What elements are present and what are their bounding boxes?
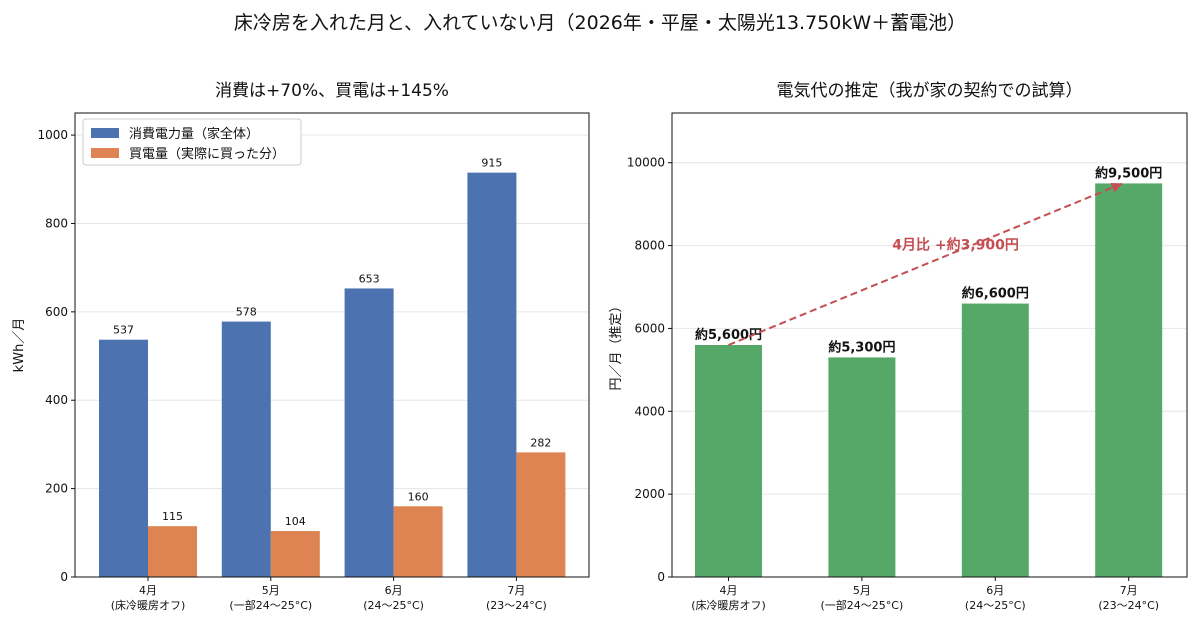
chart2-data-label: 約5,300円 — [828, 339, 895, 355]
chart1-xtick-label: 5月 — [262, 584, 280, 597]
chart2-xtick-sublabel: (23〜24°C) — [1098, 599, 1159, 612]
chart1-data-label: 537 — [113, 324, 134, 337]
chart1-legend-swatch — [91, 148, 119, 158]
chart1-bar — [221, 321, 271, 577]
chart1-ylabel: kWh／月 — [12, 318, 27, 373]
chart1-bar — [99, 339, 148, 577]
page-title: 床冷房を入れた月と、入れていない月（2026年・平屋・太陽光13.750kW＋蓄… — [233, 12, 967, 34]
chart1-frame — [74, 112, 590, 578]
chart1-legend — [82, 118, 302, 166]
chart2-ytick-label: 2000 — [634, 487, 665, 501]
chart1-data-label: 915 — [481, 157, 502, 170]
chart2-xtick-label: 4月 — [720, 584, 738, 597]
chart1-ytick-label: 200 — [45, 482, 68, 496]
chart2-bar — [1095, 183, 1163, 577]
chart1-bar — [148, 526, 197, 577]
chart1-ytick-label: 400 — [45, 393, 68, 407]
chart2-ylabel: 円／月（推定） — [609, 299, 624, 390]
chart1-data-label: 104 — [285, 515, 306, 528]
chart1-xtick-sublabel: (24〜25°C) — [363, 599, 424, 612]
chart2-xtick-label: 7月 — [1120, 584, 1138, 597]
chart2-annotation-label: 4月比 +約3,900円 — [892, 237, 1019, 254]
chart1-bar — [467, 172, 517, 577]
chart1-ytick-label: 0 — [60, 570, 68, 584]
chart2-ytick-label: 4000 — [634, 404, 665, 418]
chart2-xtick-sublabel: (24〜25°C) — [965, 599, 1026, 612]
chart2-ytick-label: 0 — [657, 570, 665, 584]
chart1-ytick-label: 800 — [45, 216, 68, 230]
chart1-data-label: 282 — [530, 436, 551, 449]
chart2-bar — [695, 345, 762, 577]
chart2-ytick-label: 6000 — [634, 321, 665, 335]
chart2-xtick-label: 5月 — [853, 584, 871, 597]
chart1-xtick-label: 7月 — [507, 584, 525, 597]
chart2-annotation-arrow-line — [728, 182, 1124, 346]
chart1-bar — [270, 531, 320, 577]
chart1-bar — [344, 288, 394, 577]
chart1-data-label: 653 — [359, 272, 380, 285]
chart1-ytick-label: 600 — [45, 305, 68, 319]
chart2-annotation-arrow-head — [1110, 182, 1123, 193]
chart2-ytick-label: 8000 — [634, 239, 665, 253]
chart1-xtick-sublabel: (床冷暖房オフ) — [111, 598, 186, 612]
chart1-data-label: 160 — [408, 490, 429, 503]
chart1-ytick-label: 1000 — [37, 128, 68, 142]
chart2-data-label: 約6,600円 — [962, 286, 1029, 302]
chart1-legend-label: 消費電力量（家全体） — [129, 126, 259, 142]
chart1-xtick-sublabel: (23〜24°C) — [486, 599, 547, 612]
chart2-title: 電気代の推定（我が家の契約での試算） — [777, 81, 1083, 101]
chart2-xtick-label: 6月 — [986, 584, 1004, 597]
chart2-xtick-sublabel: (床冷暖房オフ) — [691, 598, 766, 612]
chart2-xtick-sublabel: (一部24〜25°C) — [821, 598, 904, 612]
chart1-title: 消費は+70%、買電は+145% — [215, 81, 449, 101]
chart2-data-label: 約9,500円 — [1095, 165, 1162, 181]
chart1-bar — [516, 452, 566, 577]
chart2-bar — [961, 303, 1029, 577]
chart2-ytick-label: 10000 — [627, 156, 665, 170]
chart1-data-label: 115 — [162, 510, 183, 523]
chart1-legend-label: 買電量（実際に買った分） — [129, 146, 285, 162]
chart2-bar — [828, 357, 896, 577]
chart1-xtick-sublabel: (一部24〜25°C) — [229, 598, 312, 612]
chart1-xtick-label: 6月 — [385, 584, 403, 597]
chart2-frame — [671, 112, 1188, 578]
chart1-bar — [393, 506, 443, 577]
chart1-xtick-label: 4月 — [139, 584, 157, 597]
chart1-data-label: 578 — [236, 306, 257, 319]
chart1-legend-swatch — [91, 128, 119, 138]
